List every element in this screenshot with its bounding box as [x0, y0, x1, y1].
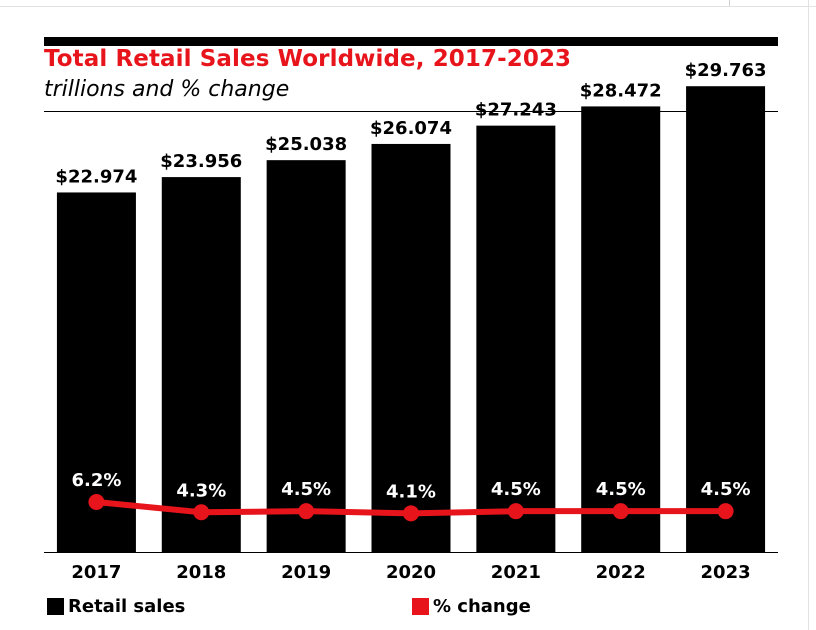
percent-change-point-2018 — [193, 504, 210, 521]
percent-change-point-2022 — [612, 503, 629, 520]
bar-value-label-2017: $22.974 — [55, 166, 137, 187]
frame-line-top — [0, 6, 816, 7]
frame-tick — [729, 0, 730, 6]
percent-change-label-2023: 4.5% — [701, 479, 751, 500]
header-rule — [44, 37, 778, 46]
percent-change-point-2017 — [88, 494, 105, 510]
bar-2019 — [266, 160, 346, 552]
percent-change-point-2019 — [298, 503, 315, 520]
legend-label-percent-change: % change — [433, 595, 531, 617]
bar-2018 — [161, 177, 241, 552]
subtitle-rule — [44, 111, 778, 112]
bar-value-label-2020: $26.074 — [370, 118, 452, 139]
percent-change-label-2018: 4.3% — [176, 480, 226, 501]
percent-change-label-2019: 4.5% — [281, 479, 331, 500]
chart-title: Total Retail Sales Worldwide, 2017-2023 — [44, 46, 572, 72]
bar-2023 — [686, 86, 766, 553]
percent-change-point-2021 — [507, 503, 524, 520]
bar-value-label-2018: $23.956 — [160, 151, 242, 172]
legend-label-retail-sales: Retail sales — [68, 595, 186, 617]
legend-item-retail-sales: Retail sales — [47, 594, 185, 618]
x-tick-label-2019: 2019 — [281, 562, 331, 583]
bar-2020 — [371, 143, 451, 552]
x-tick-label-2023: 2023 — [701, 562, 751, 583]
x-tick-label-2021: 2021 — [491, 562, 541, 583]
x-tick-label-2017: 2017 — [71, 562, 121, 583]
bar-2021 — [476, 125, 556, 553]
percent-change-point-2020 — [403, 505, 419, 522]
legend-item-percent-change: % change — [412, 594, 531, 618]
bar-value-label-2023: $29.763 — [685, 60, 767, 81]
percent-change-label-2017: 6.2% — [71, 470, 121, 491]
percent-change-label-2022: 4.5% — [596, 479, 646, 500]
legend-swatch-percent-change — [412, 597, 429, 615]
x-tick-label-2020: 2020 — [386, 562, 436, 583]
percent-change-point-2023 — [717, 503, 734, 520]
bar-value-label-2019: $25.038 — [265, 134, 347, 155]
x-tick-label-2022: 2022 — [596, 562, 646, 583]
percent-change-label-2020: 4.1% — [386, 481, 436, 502]
x-tick-label-2018: 2018 — [176, 562, 226, 583]
bar-value-label-2022: $28.472 — [580, 80, 662, 101]
bar-value-label-2021: $27.243 — [475, 100, 557, 121]
bar-2022 — [581, 106, 661, 552]
frame-line-right — [808, 0, 809, 630]
percent-change-label-2021: 4.5% — [491, 479, 541, 500]
chart-subtitle: trillions and % change — [44, 77, 290, 102]
bar-2017 — [56, 192, 136, 552]
legend-swatch-retail-sales — [47, 597, 64, 615]
